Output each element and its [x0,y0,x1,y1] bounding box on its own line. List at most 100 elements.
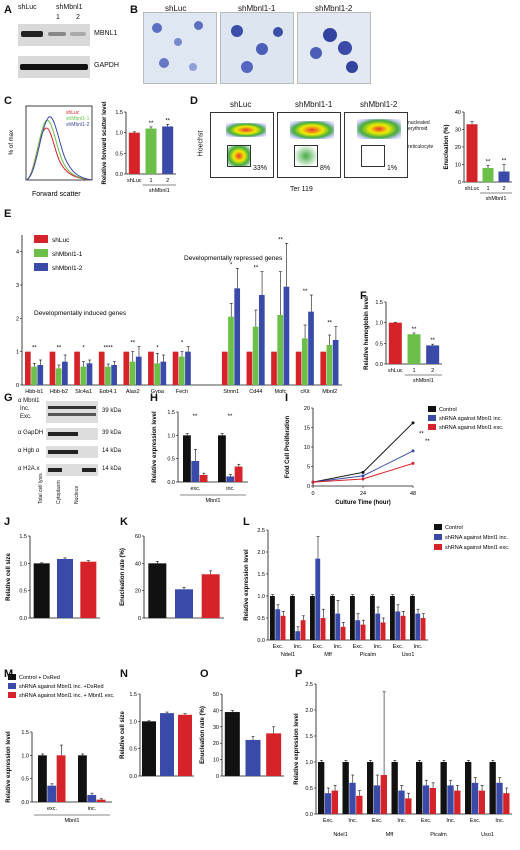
chart-i-point [361,477,365,481]
chart-d_bar-ylabel: Enucleation (%) [444,124,450,169]
chart-e-legend-swatch [34,235,48,243]
chart-m-legend-swatch [8,674,16,680]
chart-p-bar [422,785,430,814]
chart-m-bar [38,755,47,802]
panel-letter-g: G [4,392,13,404]
chart-j-bar [80,561,97,618]
chart-l-category-label: Exc. [313,644,324,650]
chart-e-sig: ** [130,341,135,347]
chart-e-ytick-label: 1 [16,350,19,356]
hist-ylabel: % of max [9,130,15,155]
chart-e-legend-label: shMbnl1-1 [52,251,83,258]
flow-plot-3: 1% [344,112,408,178]
chart-o: 0 10 20 30 40 50 Enucleation rate (%) [200,692,284,780]
chart-p: 0.0 0.5 1.0 1.5 2.0 2.5 Relative expression le… [294,682,512,838]
chart-l-bar [415,613,421,640]
chart-l-bar [390,596,395,640]
chart-p-bar [349,782,356,814]
chart-m: 0.0 0.5 1.0 1.5 Relative expression level exc… [6,674,115,824]
chart-i-xlabel: Culture Time (hour) [335,500,391,506]
chart-e-bar [135,356,142,385]
chart-p-category-label: Inc. [446,818,455,824]
chart-p-category-label: Exc. [372,818,383,824]
chart-e-bar [105,366,111,385]
chart-p-category-label: Inc. [397,818,406,824]
chart-f-ytick-label: 0.0 [375,362,383,368]
chart-l-bar [315,558,321,640]
panel-letter-e: E [4,208,12,220]
chart-e-bar [160,361,167,385]
g-size-4: 14 kDa [102,466,122,472]
chart-e-bar [228,316,234,385]
hist-xlabel: Forward scatter [32,191,81,198]
chart-p-bar [454,790,461,814]
chart-l-legend-label: shRNA against Mbnl1 inc. [445,535,508,541]
chart-l-category-label: Exc. [273,644,284,650]
chart-e-legend-swatch [34,263,48,271]
chart-e-bar [301,338,308,385]
chart-l-bar [300,620,306,640]
chart-e-legend-label: shMbnl1-2 [52,265,83,272]
chart-e-group-label: Developmentally repressed genes [184,255,283,262]
chart-p-ytick-label: 2.0 [305,708,313,714]
chart-e-sig: * [181,341,184,347]
flow-plot-1: 33% [210,112,274,178]
chart-f-bar [407,334,421,364]
chart-c_bar-sig: ** [149,121,154,127]
chart-l-bar [340,626,346,640]
chart-l-ytick-label: 0.0 [257,638,265,644]
panel-letter-h: H [150,392,158,404]
chart-l-gene-label: Mff [324,652,332,658]
chart-h-bar [226,476,235,482]
chart-e-bar [252,326,259,385]
panel-letter-o: O [200,668,209,680]
chart-e-group-label: Developmentally induced genes [34,310,127,317]
chart-e-bar [37,365,44,385]
chart-l: 0.0 0.5 1.0 1.5 2.0 2.5 Relative expression le… [244,524,510,658]
chart-e-sig: * [156,346,159,352]
chart-p-bar [380,775,387,814]
chart-c_bar-category-label: 1 [149,178,152,184]
chart-c_bar-ytick-label: 1.0 [115,131,123,137]
chart-j-bar [33,563,50,618]
chart-f-ytick-label: 0.5 [375,341,383,347]
chart-h-sig: ** [193,414,198,420]
chart-h-bar [199,475,208,482]
chart-e-bar [123,351,130,385]
chart-d_bar-category-label: 1 [486,186,489,192]
chart-d_bar-ytick-label: 20 [455,145,461,151]
chart-l-ytick-label: 1.0 [257,594,265,600]
chart-l-ylabel: Relative expression level [244,549,250,621]
chart-f-sig: ** [412,327,417,333]
chart-f-category-label: shLuc [388,368,403,374]
chart-e-category-label: Hbb-b2 [50,389,68,393]
chart-m-bar [78,755,87,802]
chart-d_bar-ytick-label: 0 [458,180,461,186]
chart-i-sig: ** [425,439,430,445]
chart-e-sig: ** [32,346,37,352]
chart-d_bar-category-label: shLuc [465,186,480,192]
chart-k: 0 20 40 60 Enucleation rate (%) [120,534,224,622]
chart-m-group-label: Mbnl1 [65,818,80,824]
chart-j: 0.0 0.5 1.0 1.5 Relative cell size [6,534,100,622]
chart-o-ytick-label: 50 [213,692,219,698]
chart-n-bar [178,714,192,776]
chart-e-category-label: Cd44 [249,389,262,393]
chart-n-ytick-label: 0.0 [129,774,137,780]
chart-p-ytick-label: 1.0 [305,760,313,766]
chart-m-ytick-label: 0.5 [21,777,29,783]
chart-c_bar-category-label: shLuc [127,178,142,184]
g-col-3: Nucleus [74,485,80,504]
panel-letter-f: F [360,290,367,302]
chart-i-sig: ** [419,431,424,437]
micrograph-title-3: shMbnl1-2 [315,4,353,13]
chart-i-ylabel: Fold Cell Proliferation [285,415,291,478]
chart-e-ytick-label: 0 [16,383,19,389]
chart-f-bar [388,322,402,364]
chart-c_bar-bar [162,126,174,174]
chart-e-bar [148,351,154,385]
chart-p-ytick-label: 0.5 [305,786,313,792]
panel-c-histogram: shLuc shMbnl1-1 shMbnl1-2 % of max Forwa… [9,105,93,198]
chart-e-bar [129,361,136,385]
chart-h-ylabel: Relative expression level [152,411,158,483]
